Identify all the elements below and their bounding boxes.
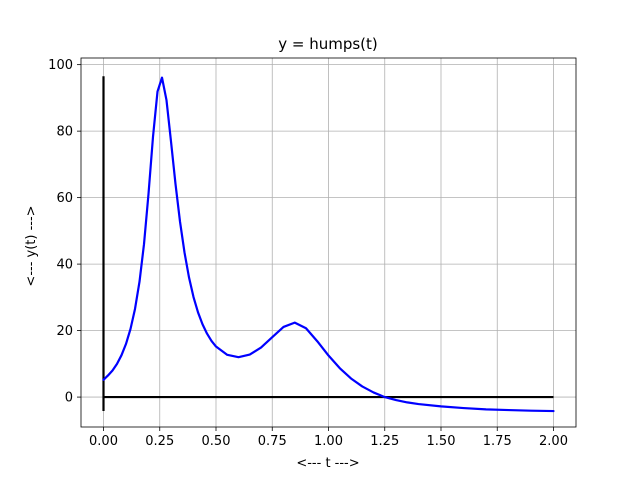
humps-curve (102, 76, 555, 413)
y-tick-label: 100 (48, 58, 73, 73)
x-tick-label: 1.25 (370, 434, 399, 449)
x-tick-label: 0.75 (258, 434, 287, 449)
grid-lines (81, 58, 576, 427)
x-tick-label: 1.75 (483, 434, 512, 449)
x-tick-label: 0.25 (145, 434, 174, 449)
y-tick-label: 20 (56, 324, 73, 339)
chart-title: y = humps(t) (278, 35, 378, 53)
x-tick-label: 0.00 (89, 434, 118, 449)
y-tick-label: 80 (56, 125, 73, 140)
x-axis-label: <--- t ---> (296, 456, 359, 471)
x-tick-label: 1.50 (427, 434, 456, 449)
y-tick-label: 0 (65, 391, 73, 406)
y-tick-label: 60 (56, 191, 73, 206)
x-tick-label: 2.00 (539, 434, 568, 449)
x-tick-label: 0.50 (202, 434, 231, 449)
y-tick-label: 40 (56, 258, 73, 273)
reference-lines (102, 76, 554, 412)
y-ticks: 0 20 40 60 80 100 (48, 58, 81, 406)
series-layer (102, 76, 555, 413)
x-tick-label: 1.00 (314, 434, 343, 449)
x-ticks: 0.00 0.25 0.50 0.75 1.00 1.25 1.50 1.75 2.00 (89, 427, 568, 449)
y-axis-label: <--- y(t) ---> (24, 205, 39, 286)
